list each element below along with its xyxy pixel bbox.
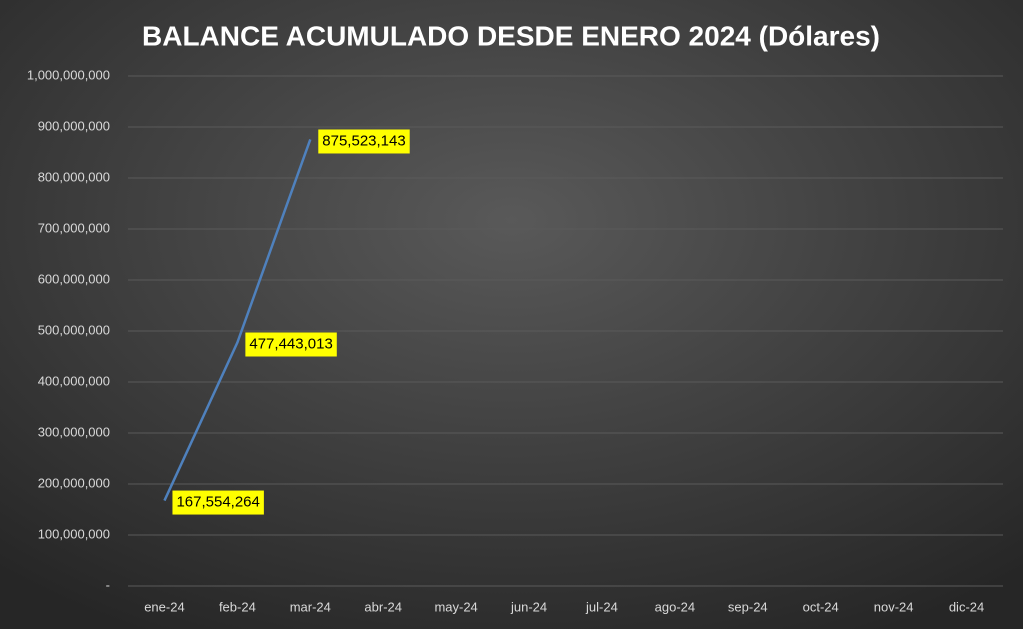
x-tick-label: dic-24 bbox=[949, 599, 984, 614]
x-tick-label: nov-24 bbox=[874, 599, 914, 614]
x-tick-label: mar-24 bbox=[290, 599, 331, 614]
x-tick-label: ago-24 bbox=[655, 599, 695, 614]
y-tick-label: 300,000,000 bbox=[38, 424, 110, 439]
y-tick-label: 400,000,000 bbox=[38, 373, 110, 388]
y-tick-label: 1,000,000,000 bbox=[27, 67, 110, 82]
data-label-background bbox=[172, 490, 264, 515]
y-tick-label: 600,000,000 bbox=[38, 271, 110, 286]
x-tick-label: may-24 bbox=[434, 599, 477, 614]
x-tick-label: jun-24 bbox=[510, 599, 547, 614]
data-label: 875,523,143 bbox=[322, 132, 405, 149]
x-tick-label: ene-24 bbox=[144, 599, 184, 614]
y-tick-label: 100,000,000 bbox=[38, 526, 110, 541]
x-tick-label: oct-24 bbox=[803, 599, 839, 614]
data-label-background bbox=[245, 332, 337, 357]
y-tick-label: 700,000,000 bbox=[38, 220, 110, 235]
x-tick-label: abr-24 bbox=[364, 599, 402, 614]
y-tick-label: 900,000,000 bbox=[38, 118, 110, 133]
line bbox=[163, 139, 312, 502]
y-tick-label: 800,000,000 bbox=[38, 169, 110, 184]
y-tick-label: - bbox=[106, 577, 110, 592]
x-tick-label: jul-24 bbox=[585, 599, 618, 614]
x-tick-label: sep-24 bbox=[728, 599, 768, 614]
data-label-background bbox=[318, 129, 410, 154]
y-tick-label: 500,000,000 bbox=[38, 322, 110, 337]
data-label: 167,554,264 bbox=[176, 494, 259, 511]
chart-title: BALANCE ACUMULADO DESDE ENERO 2024 (Dóla… bbox=[142, 20, 880, 51]
y-tick-label: 200,000,000 bbox=[38, 475, 110, 490]
data-label: 477,443,013 bbox=[249, 335, 332, 352]
x-tick-label: feb-24 bbox=[219, 599, 256, 614]
